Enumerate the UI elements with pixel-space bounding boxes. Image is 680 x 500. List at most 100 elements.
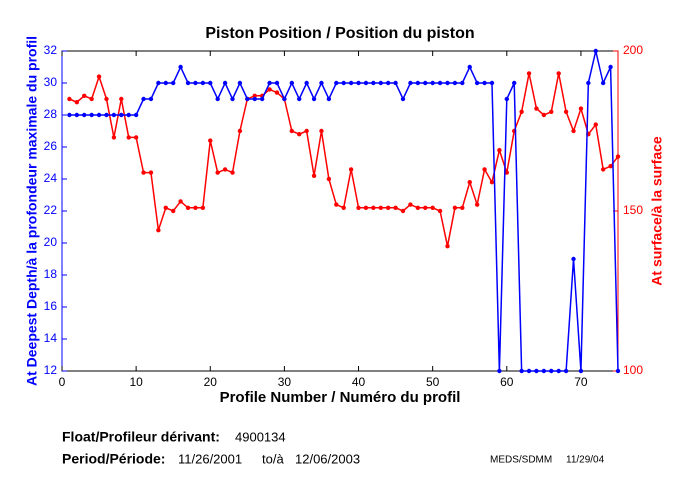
point xyxy=(600,167,606,172)
point xyxy=(230,96,235,102)
point xyxy=(311,173,317,178)
point xyxy=(82,93,87,99)
point xyxy=(156,80,161,86)
x-axis-label: Profile Number / Numéro du profil xyxy=(220,389,461,406)
point xyxy=(96,112,102,118)
point xyxy=(171,208,176,214)
y2-axis-label: At surface/à la surface xyxy=(649,136,665,286)
point xyxy=(497,148,502,153)
point xyxy=(408,80,413,86)
point xyxy=(474,202,480,207)
point xyxy=(289,128,295,134)
point xyxy=(549,368,554,374)
point xyxy=(74,112,80,118)
point xyxy=(385,80,391,86)
point xyxy=(208,138,213,143)
point xyxy=(193,80,198,86)
point xyxy=(282,96,287,102)
point xyxy=(348,80,354,86)
point xyxy=(578,368,584,374)
point xyxy=(67,96,72,102)
x-tick-label: 0 xyxy=(59,375,66,389)
x-tick-label: 20 xyxy=(204,375,218,389)
float-id: 4900134 xyxy=(235,429,286,444)
point xyxy=(519,368,524,374)
point xyxy=(356,80,361,86)
point xyxy=(519,109,524,115)
x-tick-label: 10 xyxy=(129,375,143,389)
point xyxy=(297,132,302,137)
period-to: to/à xyxy=(262,451,284,466)
y-tick-label: 18 xyxy=(44,267,58,281)
point xyxy=(541,368,547,374)
point xyxy=(385,205,391,210)
point xyxy=(111,135,117,140)
period-start: 11/26/2001 xyxy=(178,451,242,466)
point xyxy=(460,205,465,210)
y-tick-label: 30 xyxy=(44,75,58,89)
source-date: 11/29/04 xyxy=(566,455,605,466)
point xyxy=(615,154,621,159)
point xyxy=(104,96,109,102)
point xyxy=(489,180,495,185)
point xyxy=(541,112,547,118)
point xyxy=(400,208,406,214)
y-tick-label: 24 xyxy=(44,171,58,185)
point xyxy=(400,96,406,102)
point xyxy=(445,244,450,249)
point xyxy=(259,96,265,102)
point xyxy=(549,109,554,115)
point xyxy=(141,96,146,102)
point xyxy=(371,205,376,210)
point xyxy=(119,96,124,102)
point xyxy=(571,256,576,262)
float-label: Float/Profileur dérivant: xyxy=(62,429,220,445)
point xyxy=(89,96,94,102)
point xyxy=(467,180,472,185)
point xyxy=(230,170,235,175)
period-label: Period/Période: xyxy=(62,451,165,467)
point xyxy=(423,205,428,210)
source: MEDS/SDMM xyxy=(490,455,552,466)
point xyxy=(334,80,339,86)
point xyxy=(608,164,613,169)
point xyxy=(148,170,154,175)
point xyxy=(96,74,102,79)
point xyxy=(245,96,250,102)
point xyxy=(326,176,332,182)
point xyxy=(274,80,280,86)
y2-tick-label: 100 xyxy=(623,363,643,377)
point xyxy=(474,80,480,86)
point xyxy=(526,71,532,76)
point xyxy=(348,167,354,172)
point xyxy=(193,205,198,210)
point xyxy=(356,205,361,210)
point xyxy=(171,80,176,86)
point xyxy=(563,368,569,374)
point xyxy=(563,109,569,115)
point xyxy=(104,112,109,118)
point xyxy=(437,80,443,86)
point xyxy=(482,80,487,86)
point xyxy=(237,80,243,86)
point xyxy=(304,128,309,134)
point xyxy=(556,71,561,76)
point xyxy=(222,80,228,86)
point xyxy=(363,205,369,210)
point xyxy=(215,96,220,102)
point xyxy=(267,87,272,92)
point xyxy=(341,80,346,86)
point xyxy=(526,368,532,374)
point xyxy=(178,64,183,70)
point xyxy=(578,106,584,111)
point xyxy=(326,96,332,102)
y-tick-label: 28 xyxy=(44,107,58,121)
point xyxy=(252,93,257,99)
point xyxy=(415,205,421,210)
point xyxy=(156,228,161,233)
x-tick-label: 70 xyxy=(574,375,588,389)
point xyxy=(586,80,591,86)
point xyxy=(504,170,509,175)
